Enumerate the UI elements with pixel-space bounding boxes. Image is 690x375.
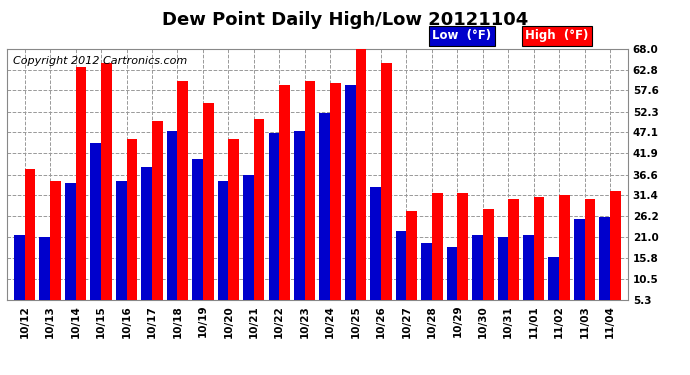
Bar xyxy=(203,103,214,300)
Bar xyxy=(39,237,50,300)
Text: Copyright 2012 Cartronics.com: Copyright 2012 Cartronics.com xyxy=(13,56,188,66)
Bar xyxy=(116,181,126,300)
Bar xyxy=(381,63,392,300)
Bar xyxy=(177,81,188,300)
Bar xyxy=(432,193,442,300)
Bar xyxy=(217,181,228,300)
Bar xyxy=(193,159,203,300)
Bar xyxy=(421,243,432,300)
Bar xyxy=(559,195,570,300)
Text: Dew Point Daily High/Low 20121104: Dew Point Daily High/Low 20121104 xyxy=(162,11,528,29)
Bar xyxy=(14,235,25,300)
Bar xyxy=(279,85,290,300)
Bar xyxy=(396,231,406,300)
Bar xyxy=(534,197,544,300)
Bar xyxy=(483,209,493,300)
Bar xyxy=(76,67,86,300)
Bar xyxy=(90,143,101,300)
Bar xyxy=(228,139,239,300)
Bar xyxy=(243,175,254,300)
Bar xyxy=(610,191,621,300)
Bar xyxy=(305,81,315,300)
Bar xyxy=(457,193,468,300)
Bar xyxy=(126,139,137,300)
Bar xyxy=(268,133,279,300)
Bar xyxy=(141,167,152,300)
Bar xyxy=(371,187,381,300)
Text: Low  (°F): Low (°F) xyxy=(432,30,491,42)
Bar xyxy=(101,63,112,300)
Bar xyxy=(497,237,509,300)
Bar xyxy=(600,217,610,300)
Bar xyxy=(523,235,534,300)
Bar xyxy=(446,247,457,300)
Text: High  (°F): High (°F) xyxy=(526,30,589,42)
Bar xyxy=(50,181,61,300)
Bar xyxy=(254,119,264,300)
Bar xyxy=(345,85,355,300)
Bar xyxy=(294,131,305,300)
Bar xyxy=(355,47,366,300)
Bar xyxy=(472,235,483,300)
Bar xyxy=(167,131,177,300)
Bar xyxy=(406,211,417,300)
Bar xyxy=(549,257,559,300)
Bar xyxy=(330,83,341,300)
Bar xyxy=(509,199,519,300)
Bar xyxy=(25,169,35,300)
Bar xyxy=(65,183,76,300)
Bar xyxy=(152,121,163,300)
Bar xyxy=(319,113,330,300)
Bar xyxy=(584,199,595,300)
Bar xyxy=(574,219,584,300)
